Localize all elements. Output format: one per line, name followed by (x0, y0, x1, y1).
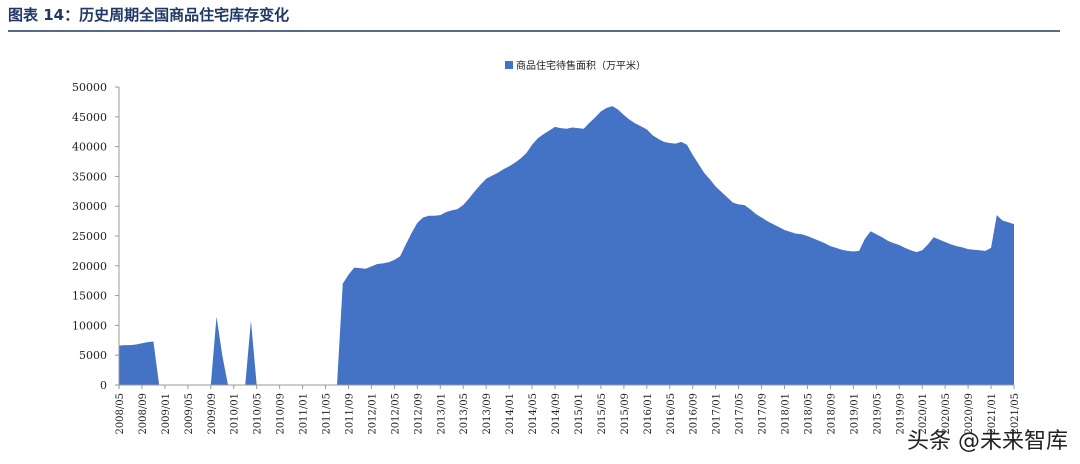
x-tick-label: 2019/01 (849, 393, 860, 435)
x-tick-label: 2014/01 (505, 393, 516, 435)
x-tick-label: 2021/05 (1010, 393, 1021, 435)
legend-swatch (505, 61, 513, 69)
x-tick-label: 2012/05 (390, 393, 401, 435)
x-tick-label: 2020/01 (918, 393, 929, 435)
y-tick-label: 5000 (79, 349, 107, 362)
x-tick-label: 2010/01 (230, 393, 241, 435)
x-tick-label: 2015/09 (620, 393, 631, 435)
x-tick-label: 2011/05 (322, 393, 333, 435)
x-tick-label: 2018/09 (826, 393, 837, 435)
x-tick-label: 2017/01 (712, 393, 723, 435)
x-tick-label: 2012/01 (367, 393, 378, 435)
x-tick-label: 2016/01 (643, 393, 654, 435)
x-tick-label: 2020/05 (941, 393, 952, 435)
x-tick-label: 2013/05 (459, 393, 470, 435)
x-tick-label: 2016/09 (689, 393, 700, 435)
x-tick-label: 2010/05 (253, 393, 264, 435)
y-tick-label: 30000 (72, 200, 107, 213)
y-tick-label: 15000 (72, 290, 107, 303)
x-tick-label: 2011/01 (299, 393, 310, 435)
x-tick-label: 2010/09 (276, 393, 287, 435)
x-tick-label: 2019/05 (872, 393, 883, 435)
y-tick-label: 35000 (72, 170, 107, 183)
x-tick-label: 2009/05 (184, 393, 195, 435)
y-tick-label: 0 (100, 379, 107, 392)
x-tick-label: 2017/09 (758, 393, 769, 435)
x-tick-label: 2018/05 (803, 393, 814, 435)
x-tick-label: 2021/01 (987, 393, 998, 435)
x-tick-label: 2019/09 (895, 393, 906, 435)
legend-label: 商品住宅待售面积（万平米） (516, 59, 646, 72)
x-tick-label: 2018/01 (781, 393, 792, 435)
x-tick-label: 2009/09 (207, 393, 218, 435)
chart-title: 图表 14：历史周期全国商品住宅库存变化 (8, 6, 289, 24)
x-tick-label: 2015/05 (597, 393, 608, 435)
y-tick-label: 10000 (72, 319, 107, 332)
x-tick-label: 2012/09 (413, 393, 424, 435)
x-tick-label: 2008/05 (115, 393, 126, 435)
x-tick-label: 2015/01 (574, 393, 585, 435)
x-tick-label: 2013/09 (482, 393, 493, 435)
x-tick-label: 2016/05 (666, 393, 677, 435)
x-tick-label: 2020/09 (964, 393, 975, 435)
x-tick-label: 2014/09 (551, 393, 562, 435)
x-tick-label: 2013/01 (436, 393, 447, 435)
y-tick-label: 25000 (72, 230, 107, 243)
y-tick-label: 50000 (72, 81, 107, 94)
x-tick-label: 2017/05 (735, 393, 746, 435)
watermark: 头条 @未来智库 (907, 429, 1068, 454)
x-tick-label: 2014/05 (528, 393, 539, 435)
y-tick-label: 20000 (72, 260, 107, 273)
x-tick-label: 2008/09 (138, 393, 149, 435)
x-tick-label: 2009/01 (161, 393, 172, 435)
area (119, 106, 1014, 386)
x-tick-label: 2011/09 (344, 393, 355, 435)
y-tick-label: 45000 (72, 111, 107, 124)
y-tick-label: 40000 (72, 141, 107, 154)
